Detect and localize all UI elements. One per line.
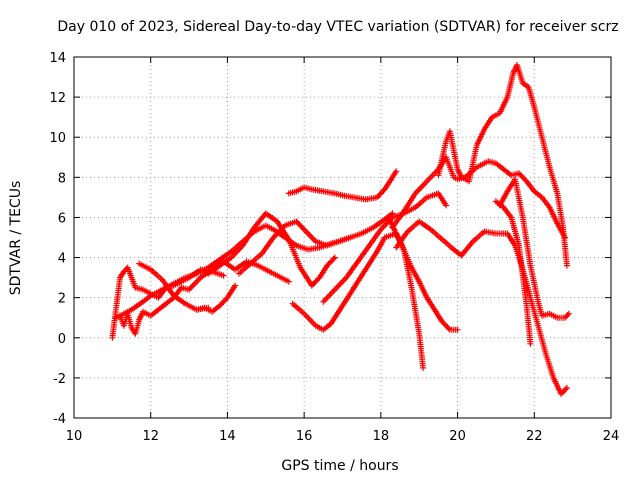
series-arc-1 (285, 168, 400, 203)
y-tick-label: 12 (49, 91, 66, 106)
y-tick-label: 4 (58, 252, 66, 267)
series-arc-6 (320, 190, 450, 305)
y-tick-label: -4 (53, 412, 66, 427)
x-tick-label: 18 (373, 429, 390, 444)
y-tick-label: 8 (58, 171, 66, 186)
data-markers (492, 198, 534, 347)
y-tick-label: 10 (49, 131, 66, 146)
data-markers (320, 190, 450, 305)
data-markers (393, 218, 570, 397)
series-arc-3 (435, 62, 570, 269)
data-markers (435, 62, 570, 269)
y-tick-label: 6 (58, 211, 66, 226)
data-markers (389, 154, 568, 241)
data-markers (285, 168, 400, 203)
series-arc-9 (385, 214, 461, 333)
y-tick-label: -2 (53, 372, 66, 387)
x-tick-label: 24 (603, 429, 620, 444)
x-tick-label: 20 (449, 429, 466, 444)
series-arc-5 (235, 210, 396, 277)
series-arc-12 (492, 198, 534, 347)
data-series-layer (109, 62, 572, 397)
series-arc-10 (393, 218, 570, 397)
plot-frame (73, 56, 612, 419)
x-tick-label: 22 (526, 429, 543, 444)
data-markers (385, 214, 461, 333)
x-axis-label: GPS time / hours (281, 458, 398, 474)
y-tick-label: 14 (49, 51, 66, 66)
chart-title: Day 010 of 2023, Sidereal Day-to-day VTE… (57, 19, 618, 35)
x-tick-label: 10 (66, 429, 83, 444)
series-arc-16 (193, 282, 239, 315)
x-tick-label: 12 (142, 429, 159, 444)
x-tick-label: 14 (219, 429, 236, 444)
y-tick-label: 2 (58, 292, 66, 307)
y-tick-label: 0 (58, 332, 66, 347)
data-markers (235, 210, 396, 277)
series-arc-2 (389, 154, 568, 241)
y-axis-label: SDTVAR / TECUs (8, 181, 24, 296)
x-tick-label: 16 (296, 429, 313, 444)
data-markers (193, 282, 239, 315)
